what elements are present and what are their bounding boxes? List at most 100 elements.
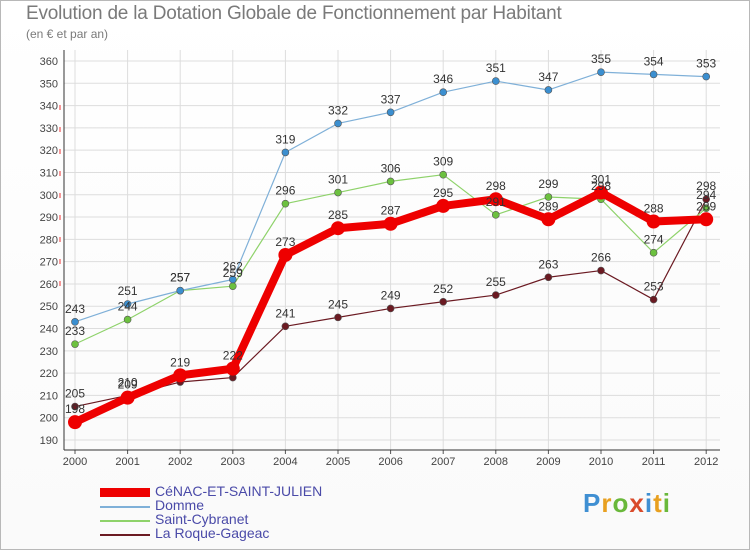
x-tick-label: 2004 (273, 456, 297, 468)
logo-letter: P (583, 488, 602, 518)
data-point-saint-cybranet (439, 170, 448, 179)
data-label-domme: 262 (223, 259, 243, 273)
data-point-domme (702, 72, 711, 81)
data-point-c-nac-et-saint-julien (173, 368, 188, 383)
data-label-domme: 319 (275, 132, 295, 146)
data-label-domme: 251 (118, 284, 138, 298)
line-chart: 190 200 210 220 230 240 250 260 270 280 290 300 310 3… (40, 50, 720, 468)
data-label-c-nac-et-saint-julien: 289 (696, 199, 716, 213)
legend-label: La Roque-Gageac (155, 525, 270, 541)
data-point-saint-cybranet (281, 199, 290, 208)
data-point-c-nac-et-saint-julien (68, 415, 82, 430)
data-label-c-nac-et-saint-julien: 295 (433, 186, 453, 200)
chart-title: Evolution de la Dotation Globale de Fonc… (26, 3, 562, 24)
data-point-c-nac-et-saint-julien (278, 247, 293, 262)
x-tick-label: 2001 (115, 456, 139, 468)
data-point-domme (334, 119, 342, 128)
x-tick-label: 2000 (63, 456, 87, 468)
data-point-la-roque-gageac (334, 313, 342, 322)
data-label-saint-cybranet: 244 (118, 300, 138, 314)
x-tick-label: 2008 (484, 456, 508, 468)
x-tick-label: 2002 (168, 456, 192, 468)
proxiti-logo: Proxiti (583, 488, 671, 519)
data-label-domme: 243 (65, 302, 85, 316)
logo-letter: x (629, 488, 645, 518)
data-point-la-roque-gageac (439, 297, 448, 306)
data-point-la-roque-gageac (702, 195, 711, 204)
data-point-saint-cybranet (123, 315, 132, 324)
data-point-la-roque-gageac (281, 322, 290, 331)
legend-swatch (100, 534, 150, 536)
legend-label: CéNAC-ET-SAINT-JULIEN (155, 483, 323, 499)
data-point-domme (544, 86, 553, 94)
data-label-c-nac-et-saint-julien: 298 (486, 179, 506, 193)
data-label-la-roque-gageac: 263 (538, 257, 558, 271)
data-point-domme (491, 77, 500, 85)
data-point-c-nac-et-saint-julien (541, 212, 556, 227)
data-point-la-roque-gageac (386, 304, 395, 313)
x-tick-label: 2010 (589, 456, 613, 468)
data-label-c-nac-et-saint-julien: 301 (591, 173, 611, 187)
y-tick-label: 200 (40, 413, 58, 425)
data-label-la-roque-gageac: 255 (486, 275, 506, 289)
data-label-domme: 337 (381, 92, 401, 106)
data-label-saint-cybranet: 259 (223, 266, 243, 280)
data-point-c-nac-et-saint-julien (225, 361, 240, 376)
data-label-domme: 355 (591, 52, 611, 66)
data-label-la-roque-gageac: 210 (118, 375, 138, 389)
data-label-saint-cybranet: 291 (486, 195, 506, 209)
logo-letter: i (662, 488, 671, 518)
data-label-c-nac-et-saint-julien: 222 (223, 349, 243, 363)
data-point-c-nac-et-saint-julien (699, 212, 714, 227)
data-point-domme (123, 300, 132, 308)
data-point-saint-cybranet (491, 211, 500, 219)
y-tick-label: 250 (40, 301, 58, 313)
y-tick-label: 360 (40, 56, 58, 68)
y-tick-label: 210 (40, 390, 58, 402)
y-tick-label: 220 (40, 368, 58, 380)
data-label-la-roque-gageac: 245 (328, 297, 348, 311)
data-point-saint-cybranet (334, 188, 342, 197)
y-tick-label: 270 (40, 257, 58, 269)
data-point-c-nac-et-saint-julien (436, 198, 451, 213)
data-label-saint-cybranet: 301 (328, 173, 348, 187)
data-label-saint-cybranet: 309 (433, 155, 453, 169)
y-tick-label: 320 (40, 145, 58, 157)
data-label-c-nac-et-saint-julien: 287 (381, 204, 401, 218)
data-label-c-nac-et-saint-julien: 288 (644, 202, 664, 216)
data-point-domme (281, 148, 290, 157)
x-tick-label: 2009 (536, 456, 560, 468)
data-label-domme: 257 (170, 271, 190, 285)
data-label-saint-cybranet: 299 (538, 177, 558, 191)
data-label-domme: 351 (486, 61, 506, 75)
data-point-la-roque-gageac (649, 295, 658, 304)
data-label-c-nac-et-saint-julien: 209 (118, 378, 138, 392)
data-label-la-roque-gageac: 252 (433, 282, 453, 296)
data-point-c-nac-et-saint-julien (120, 390, 135, 405)
data-label-domme: 346 (433, 72, 453, 86)
data-point-domme (229, 275, 237, 284)
y-tick-label: 290 (40, 212, 58, 224)
data-point-saint-cybranet (229, 282, 237, 290)
y-tick-label: 340 (40, 101, 58, 113)
legend-swatch (100, 506, 150, 508)
data-label-c-nac-et-saint-julien: 273 (275, 235, 295, 249)
data-point-domme (597, 68, 605, 76)
data-label-saint-cybranet: 298 (591, 179, 611, 193)
x-tick-label: 2005 (326, 456, 350, 468)
data-point-saint-cybranet (649, 248, 658, 257)
y-tick-label: 350 (40, 78, 58, 90)
x-tick-label: 2007 (431, 456, 455, 468)
data-label-c-nac-et-saint-julien: 289 (538, 199, 558, 213)
data-point-domme (649, 70, 658, 79)
data-label-saint-cybranet: 274 (644, 233, 664, 247)
logo-letter: i (644, 488, 654, 518)
data-label-c-nac-et-saint-julien: 219 (170, 355, 190, 369)
data-point-saint-cybranet (71, 340, 79, 348)
data-point-domme (71, 318, 79, 326)
data-point-domme (176, 286, 184, 295)
y-tick-label: 300 (40, 190, 58, 202)
y-tick-label: 230 (40, 346, 58, 358)
data-label-la-roque-gageac: 249 (381, 288, 401, 302)
chart-subtitle: (en € et par an) (26, 27, 109, 41)
